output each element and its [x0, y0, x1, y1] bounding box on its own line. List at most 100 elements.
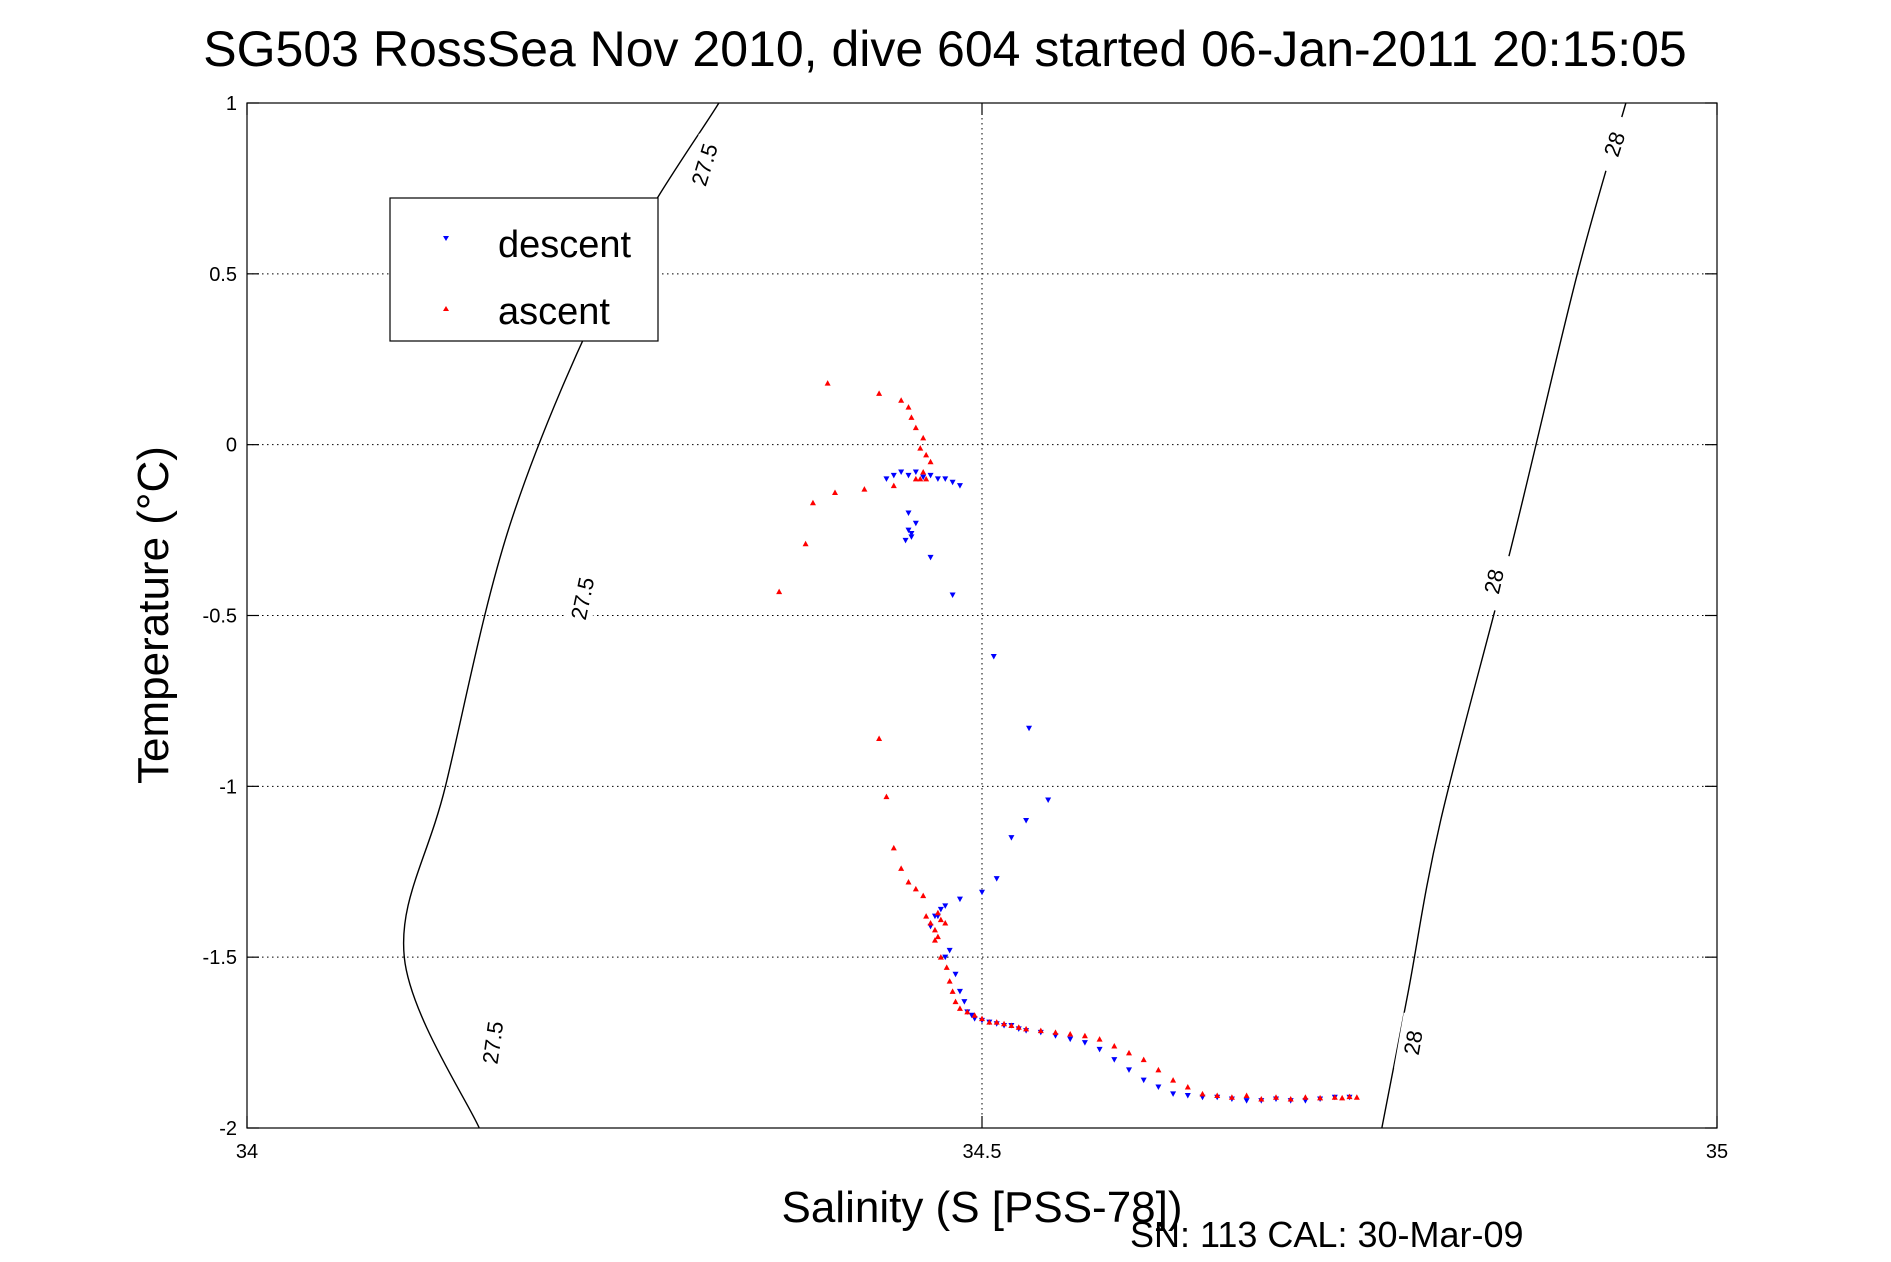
- descent-point: [912, 469, 919, 475]
- ascent-point: [802, 540, 809, 547]
- ascent-point: [946, 978, 953, 984]
- ascent-point: [1111, 1043, 1118, 1049]
- descent-point: [1126, 1067, 1132, 1073]
- ascent-point: [1273, 1094, 1279, 1100]
- ascent-point: [861, 486, 868, 492]
- descent-point: [961, 999, 968, 1005]
- ascent-point: [1081, 1032, 1088, 1039]
- descent-point: [898, 469, 905, 475]
- ascent-point: [905, 879, 912, 885]
- contour-label: 28: [1479, 567, 1509, 596]
- y-tick-label: 0.5: [209, 264, 237, 286]
- legend-ascent-label: ascent: [498, 291, 610, 333]
- ascent-point: [1184, 1084, 1191, 1090]
- ascent-point: [917, 475, 924, 482]
- descent-point: [1081, 1040, 1088, 1046]
- descent-point: [952, 971, 959, 978]
- contour-28: [1381, 102, 1627, 1129]
- descent-point: [1096, 1046, 1103, 1053]
- ascent-point: [883, 793, 890, 800]
- ascent-point: [890, 844, 897, 851]
- ascent-point: [923, 475, 930, 482]
- contour-label-bg: [1394, 1012, 1432, 1073]
- ascent-point: [1067, 1031, 1074, 1037]
- legend: descent ascent: [389, 197, 659, 342]
- ascent-point: [1052, 1029, 1059, 1035]
- descent-point: [1111, 1057, 1118, 1063]
- ascent-point: [920, 434, 927, 441]
- ascent-point: [934, 933, 941, 940]
- ascent-point: [956, 1005, 963, 1011]
- ascent-point: [1258, 1095, 1265, 1102]
- descent-point: [920, 474, 927, 481]
- descent-point: [1140, 1077, 1147, 1084]
- x-axis-label: Salinity (S [PSS-78]): [781, 1183, 1182, 1232]
- descent-point: [956, 896, 963, 903]
- chart-title: SG503 RossSea Nov 2010, dive 604 started…: [203, 21, 1686, 77]
- contour-label: 27.5: [686, 141, 722, 189]
- contour-label-bg: [1473, 550, 1514, 612]
- descent-point: [902, 537, 909, 544]
- descent-point: [905, 472, 912, 479]
- ascent-point: [1353, 1094, 1360, 1100]
- descent-point: [908, 531, 915, 537]
- ascent-point: [1199, 1090, 1206, 1097]
- serial-calibration-note: SN: 113 CAL: 30-Mar-09: [1130, 1214, 1524, 1255]
- ascent-point: [898, 865, 905, 871]
- descent-point: [934, 476, 941, 482]
- ascent-point: [912, 424, 919, 431]
- ascent-point: [1214, 1092, 1221, 1099]
- descent-point: [1243, 1098, 1250, 1104]
- descent-point: [890, 472, 897, 479]
- ascent-point: [942, 920, 949, 926]
- ascent-point: [1243, 1092, 1250, 1099]
- descent-point: [990, 654, 997, 660]
- contour-label-bg: [682, 133, 726, 196]
- y-tick-label: -1: [219, 776, 237, 798]
- ascent-point: [923, 451, 930, 458]
- ascent-point: [1331, 1094, 1338, 1100]
- contour-label-bg: [474, 1012, 511, 1073]
- descent-point: [912, 520, 919, 527]
- descent-point: [905, 527, 912, 534]
- y-tick-label: -2: [219, 1118, 237, 1140]
- ascent-point: [905, 404, 912, 410]
- x-tick-label: 35: [1706, 1141, 1728, 1163]
- descent-point: [1155, 1084, 1162, 1090]
- ascent-point: [832, 489, 838, 495]
- ascent-point: [876, 735, 883, 741]
- ascent-point: [1302, 1094, 1309, 1100]
- ascent-point: [993, 1019, 1000, 1025]
- descent-point: [979, 889, 985, 896]
- ascent-point: [1023, 1025, 1030, 1032]
- y-tick-label: -1.5: [203, 947, 237, 969]
- contour-label-bg: [562, 568, 602, 629]
- ascent-point: [776, 588, 783, 595]
- ascent-point: [952, 998, 959, 1005]
- contour-label: 28: [1399, 1028, 1428, 1056]
- x-tick-label: 34: [236, 1141, 258, 1163]
- ascent-point: [1001, 1020, 1008, 1027]
- descent-point: [942, 903, 949, 909]
- legend-descent-marker: [443, 236, 449, 241]
- descent-point: [956, 483, 963, 489]
- ascent-point: [1096, 1036, 1103, 1042]
- ascent-point: [927, 458, 934, 465]
- ascent-point: [937, 954, 944, 960]
- descent-point: [883, 476, 890, 482]
- y-tick-label: 1: [226, 93, 237, 115]
- ascent-point: [1228, 1094, 1235, 1100]
- descent-point: [968, 1012, 975, 1019]
- descent-point: [942, 476, 949, 482]
- ascent-point: [912, 885, 919, 892]
- ascent-point: [809, 499, 816, 506]
- descent-point: [1170, 1091, 1177, 1097]
- y-tick-label: -0.5: [203, 606, 237, 628]
- ascent-point: [949, 988, 956, 994]
- descent-point: [937, 906, 944, 913]
- ascent-point: [1155, 1066, 1162, 1073]
- descent-point: [927, 472, 934, 479]
- ascent-point: [920, 469, 927, 475]
- ascent-point: [927, 920, 934, 926]
